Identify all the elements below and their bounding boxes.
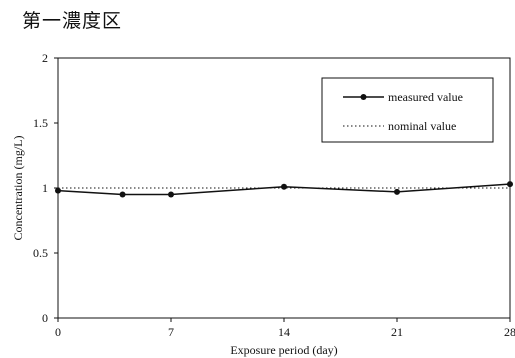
x-tick-label: 21: [391, 325, 403, 339]
legend-label-nominal: nominal value: [388, 119, 456, 133]
legend-box: [321, 77, 494, 143]
y-axis-ticks: 0 0.5 1 1.5 2: [33, 51, 58, 325]
x-axis-ticks: 0 7 14 21 28: [55, 318, 515, 339]
legend-marker-measured: [360, 94, 367, 100]
series-group: [55, 181, 513, 198]
y-tick-label: 0: [42, 311, 48, 325]
data-point-measured: [168, 191, 174, 198]
page-title: 第一濃度区: [22, 10, 123, 32]
x-tick-label: 0: [55, 325, 61, 339]
series-line-measured: [57, 183, 511, 196]
data-point-measured: [119, 191, 126, 198]
x-axis-title: Exposure period (day): [230, 343, 337, 357]
data-point-measured: [394, 188, 400, 195]
y-tick-label: 1.5: [33, 116, 48, 130]
y-tick-label: 2: [42, 51, 48, 65]
y-tick-label: 1: [42, 181, 48, 195]
plot-area-frame: [57, 57, 511, 319]
y-tick-label: 0.5: [33, 246, 48, 260]
x-tick-label: 7: [168, 325, 174, 339]
legend: measured value nominal value: [321, 77, 494, 143]
legend-label-measured: measured value: [388, 90, 463, 104]
y-axis-title: Concentration (mg/L): [11, 136, 25, 241]
data-point-measured: [281, 183, 287, 190]
x-tick-label: 28: [504, 325, 515, 339]
x-tick-label: 14: [278, 325, 290, 339]
